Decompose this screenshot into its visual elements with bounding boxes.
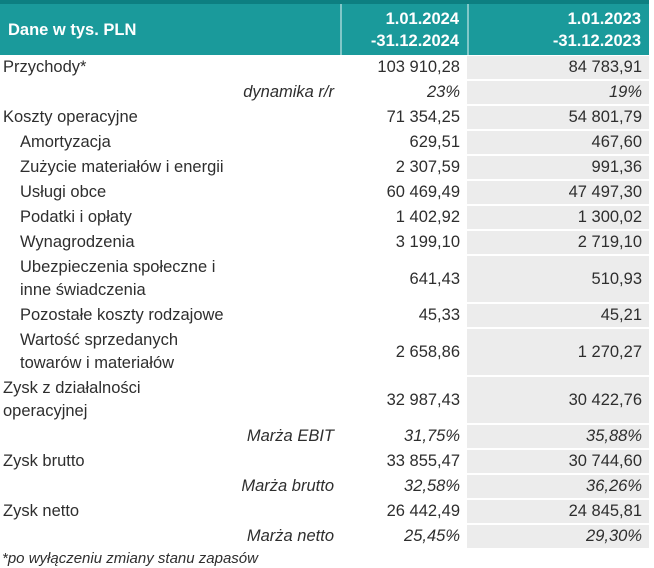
table-row: Zysk z działalności operacyjnej 32 987,4… bbox=[0, 376, 649, 424]
value-2024: 3 199,10 bbox=[395, 233, 460, 251]
header-cell-label: Dane w tys. PLN bbox=[0, 4, 340, 55]
value-2023: 2 719,10 bbox=[467, 231, 649, 254]
value-2024: 71 354,25 bbox=[386, 108, 460, 126]
header-cell-period-2024: 1.01.2024 -31.12.2024 bbox=[340, 4, 467, 55]
row-label: Wartość sprzedanych towarów i materiałów bbox=[20, 331, 179, 372]
footnote: *po wyłączeniu zmiany stanu zapasów bbox=[2, 550, 258, 567]
header-label-text: Dane w tys. PLN bbox=[8, 20, 137, 39]
value-2023: 29,30% bbox=[467, 525, 649, 548]
row-label: Pozostałe koszty rodzajowe bbox=[20, 306, 224, 324]
header-period-2024-text: 1.01.2024 -31.12.2024 bbox=[370, 9, 459, 50]
table-row: dynamika r/r 23% 19% bbox=[0, 80, 649, 105]
value-2023: 54 801,79 bbox=[467, 106, 649, 129]
row-label: Marża netto bbox=[246, 527, 334, 545]
value-2024: 2 658,86 bbox=[395, 342, 460, 361]
row-label: Amortyzacja bbox=[20, 133, 111, 151]
value-2024: 25,45% bbox=[404, 527, 460, 545]
row-label: Przychody* bbox=[3, 58, 87, 76]
value-2023: 1 270,27 bbox=[467, 329, 649, 375]
table-row: Ubezpieczenia społeczne i inne świadczen… bbox=[0, 255, 649, 303]
value-2024: 60 469,49 bbox=[386, 183, 460, 201]
row-label: Podatki i opłaty bbox=[20, 208, 132, 226]
value-2023: 24 845,81 bbox=[467, 500, 649, 523]
value-2024: 33 855,47 bbox=[386, 452, 460, 470]
value-2023: 47 497,30 bbox=[467, 181, 649, 204]
value-2024: 45,33 bbox=[418, 306, 460, 324]
row-label: Koszty operacyjne bbox=[3, 108, 138, 126]
row-label: Marża brutto bbox=[241, 477, 334, 495]
row-label: Zysk brutto bbox=[3, 452, 85, 470]
value-2023: 1 300,02 bbox=[467, 206, 649, 229]
value-2024: 103 910,28 bbox=[377, 58, 460, 76]
value-2024: 23% bbox=[426, 83, 460, 101]
table-row: Wartość sprzedanych towarów i materiałów… bbox=[0, 328, 649, 376]
value-2024: 31,75% bbox=[404, 427, 460, 445]
row-label: Zysk z działalności operacyjnej bbox=[3, 379, 141, 420]
header-period-2023-text: 1.01.2023 -31.12.2023 bbox=[552, 9, 641, 50]
row-label: Usługi obce bbox=[20, 183, 107, 201]
table-header: Dane w tys. PLN 1.01.2024 -31.12.2024 1.… bbox=[0, 0, 649, 55]
table-row: Wynagrodzenia 3 199,10 2 719,10 bbox=[0, 230, 649, 255]
table-row: Zysk netto 26 442,49 24 845,81 bbox=[0, 499, 649, 524]
row-label: Wynagrodzenia bbox=[20, 233, 135, 251]
value-2024: 1 402,92 bbox=[395, 208, 460, 226]
table-body: Przychody* 103 910,28 84 783,91 dynamika… bbox=[0, 55, 649, 549]
table-row: Przychody* 103 910,28 84 783,91 bbox=[0, 55, 649, 80]
value-2024: 32 987,43 bbox=[386, 390, 460, 409]
value-2023: 84 783,91 bbox=[467, 56, 649, 79]
value-2023: 510,93 bbox=[467, 256, 649, 302]
value-2023: 467,60 bbox=[467, 131, 649, 154]
value-2024: 641,43 bbox=[409, 269, 460, 288]
value-2023: 35,88% bbox=[467, 425, 649, 448]
table-row: Usługi obce 60 469,49 47 497,30 bbox=[0, 180, 649, 205]
table-row: Pozostałe koszty rodzajowe 45,33 45,21 bbox=[0, 303, 649, 328]
value-2023: 45,21 bbox=[467, 304, 649, 327]
row-label: dynamika r/r bbox=[243, 83, 334, 101]
value-2023: 36,26% bbox=[467, 475, 649, 498]
table-row: Marża EBIT 31,75% 35,88% bbox=[0, 424, 649, 449]
value-2023: 991,36 bbox=[467, 156, 649, 179]
table-row: Zysk brutto 33 855,47 30 744,60 bbox=[0, 449, 649, 474]
table-row: Podatki i opłaty 1 402,92 1 300,02 bbox=[0, 205, 649, 230]
table-row: Amortyzacja 629,51 467,60 bbox=[0, 130, 649, 155]
table-row: Koszty operacyjne 71 354,25 54 801,79 bbox=[0, 105, 649, 130]
value-2024: 629,51 bbox=[409, 133, 460, 151]
table-row: Marża netto 25,45% 29,30% bbox=[0, 524, 649, 549]
table-row: Zużycie materiałów i energii 2 307,59 99… bbox=[0, 155, 649, 180]
table-row: Marża brutto 32,58% 36,26% bbox=[0, 474, 649, 499]
value-2023: 19% bbox=[467, 81, 649, 104]
header-cell-period-2023: 1.01.2023 -31.12.2023 bbox=[467, 4, 649, 55]
value-2023: 30 744,60 bbox=[467, 450, 649, 473]
row-label: Zużycie materiałów i energii bbox=[20, 158, 224, 176]
row-label: Marża EBIT bbox=[246, 427, 334, 445]
value-2023: 30 422,76 bbox=[467, 377, 649, 423]
row-label: Zysk netto bbox=[3, 502, 80, 520]
row-label: Ubezpieczenia społeczne i inne świadczen… bbox=[20, 258, 216, 299]
value-2024: 26 442,49 bbox=[386, 502, 460, 520]
value-2024: 2 307,59 bbox=[395, 158, 460, 176]
value-2024: 32,58% bbox=[404, 477, 460, 495]
